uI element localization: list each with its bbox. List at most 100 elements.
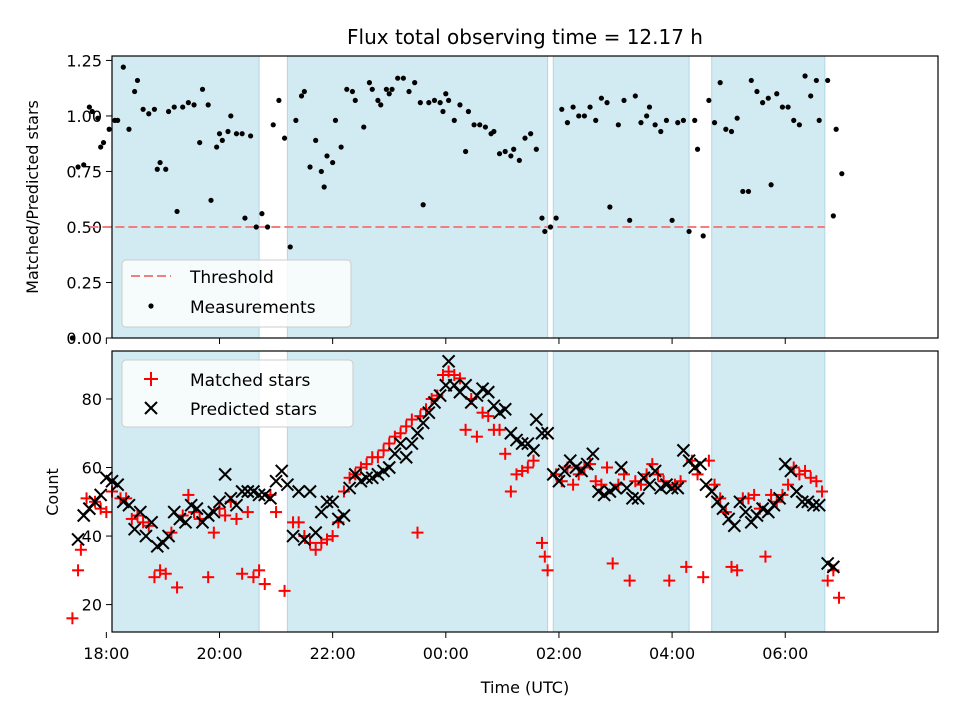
matched-star-point: [394, 427, 407, 440]
measurement-point: [533, 146, 539, 152]
predicted-star-point: [110, 477, 125, 492]
x-tick-label: 04:00: [649, 644, 695, 663]
predicted-star-point: [631, 491, 645, 506]
matched-star-point: [623, 574, 636, 587]
predicted-star-point: [458, 378, 473, 392]
measurement-point: [208, 197, 214, 203]
matched-star-point: [405, 413, 418, 426]
measurement-point: [81, 162, 87, 168]
measurement-point: [528, 131, 534, 137]
measurement-point: [157, 159, 163, 166]
matched-star-point: [182, 488, 195, 501]
measurement-point: [140, 106, 146, 112]
measurement-point: [547, 224, 554, 230]
measurement-point: [338, 144, 344, 150]
measurement-point: [728, 128, 735, 135]
count-panel: 20 40 60 80 18:00 20:00 22:00 00:00 02:00 04:00 06…: [43, 350, 939, 697]
matched-star-point: [337, 485, 350, 498]
measurement-point: [825, 77, 831, 84]
measurement-point: [378, 102, 384, 108]
measurement-point: [134, 77, 141, 84]
measurement-point: [174, 208, 180, 215]
measurement-point: [723, 126, 729, 132]
predicted-star-point: [648, 464, 662, 478]
measurement-point: [395, 75, 401, 81]
measurement-point: [412, 80, 418, 86]
measurement-point: [607, 204, 613, 210]
predicted-star-point: [93, 488, 108, 502]
predicted-star-point: [540, 426, 555, 440]
predicted-star-point: [795, 495, 809, 509]
matched-star-point: [159, 567, 172, 580]
ratio-y-tick-label: 0.50: [66, 218, 102, 237]
predicted-star-point: [342, 481, 357, 495]
predicted-star-point: [481, 385, 495, 399]
measurement-point: [496, 151, 503, 157]
measurement-point: [225, 128, 231, 135]
measurement-point: [352, 97, 358, 104]
measurement-point: [516, 157, 522, 163]
matched-star-point: [504, 485, 517, 498]
matched-star-point: [236, 567, 249, 580]
measurement-point: [406, 88, 412, 95]
matched-star-point: [213, 502, 226, 515]
predicted-star-point: [614, 460, 628, 475]
measurement-point: [593, 117, 599, 123]
matched-star-point: [499, 447, 512, 460]
predicted-star-point: [535, 426, 549, 440]
ratio-y-tick-label: 0.75: [66, 162, 102, 181]
measurement-point: [242, 215, 248, 221]
measurement-point: [301, 88, 307, 95]
predicted-star-point: [207, 505, 221, 519]
predicted-star-point: [263, 491, 278, 506]
measurement-point: [332, 117, 339, 123]
measurement-point: [559, 106, 565, 112]
predicted-star-point: [704, 484, 719, 499]
matched-star-point: [247, 571, 260, 584]
ratio-shaded-intervals: [111, 55, 826, 339]
measurement-point: [564, 120, 571, 126]
measurement-point: [644, 113, 650, 119]
measurement-point: [253, 224, 259, 230]
ratio-y-axis-label: Matched/Predicted stars: [23, 100, 42, 294]
predicted-star-point: [388, 447, 402, 461]
measurement-point: [491, 128, 497, 135]
predicted-star-point: [727, 519, 742, 533]
measurement-point: [318, 168, 324, 175]
predicted-star-point: [826, 560, 841, 574]
predicted-star-point: [665, 481, 679, 495]
measurement-point: [646, 104, 653, 110]
predicted-star-point: [291, 484, 306, 499]
predicted-star-point: [586, 447, 600, 461]
matched-star-point: [697, 571, 710, 584]
matched-star-point: [360, 458, 373, 471]
measurement-point: [89, 108, 95, 115]
ratio-shaded-interval-2: [552, 55, 690, 339]
count-axes: 20 40 60 80 18:00 20:00 22:00 00:00 02:00 04:00 06…: [82, 390, 809, 663]
predicted-star-point: [314, 505, 329, 519]
measurement-point: [717, 80, 723, 86]
measurement-point: [621, 97, 627, 104]
measurement-point: [330, 159, 336, 166]
measurement-point: [598, 95, 604, 101]
measurement-point: [711, 120, 718, 126]
measurement-point: [366, 80, 373, 86]
predicted-star-point: [382, 460, 396, 475]
measurement-point: [638, 120, 644, 126]
x-tick-label: 18:00: [83, 644, 129, 663]
measurement-point: [604, 100, 610, 106]
matched-star-point: [810, 475, 823, 488]
predicted-star-point: [498, 402, 512, 416]
matched-star-point: [326, 530, 339, 543]
ratio-plot-frame: [111, 55, 939, 339]
measurement-point: [324, 153, 330, 159]
measurement-point: [98, 144, 104, 150]
predicted-star-point: [235, 484, 249, 499]
matched-star-point: [799, 464, 812, 477]
measurement-point: [839, 171, 845, 177]
matched-star-point: [292, 516, 305, 529]
predicted-star-point: [557, 464, 572, 478]
predicted-star-point: [393, 436, 408, 451]
x-tick-label: 22:00: [310, 644, 356, 663]
predicted-star-point: [139, 529, 153, 543]
